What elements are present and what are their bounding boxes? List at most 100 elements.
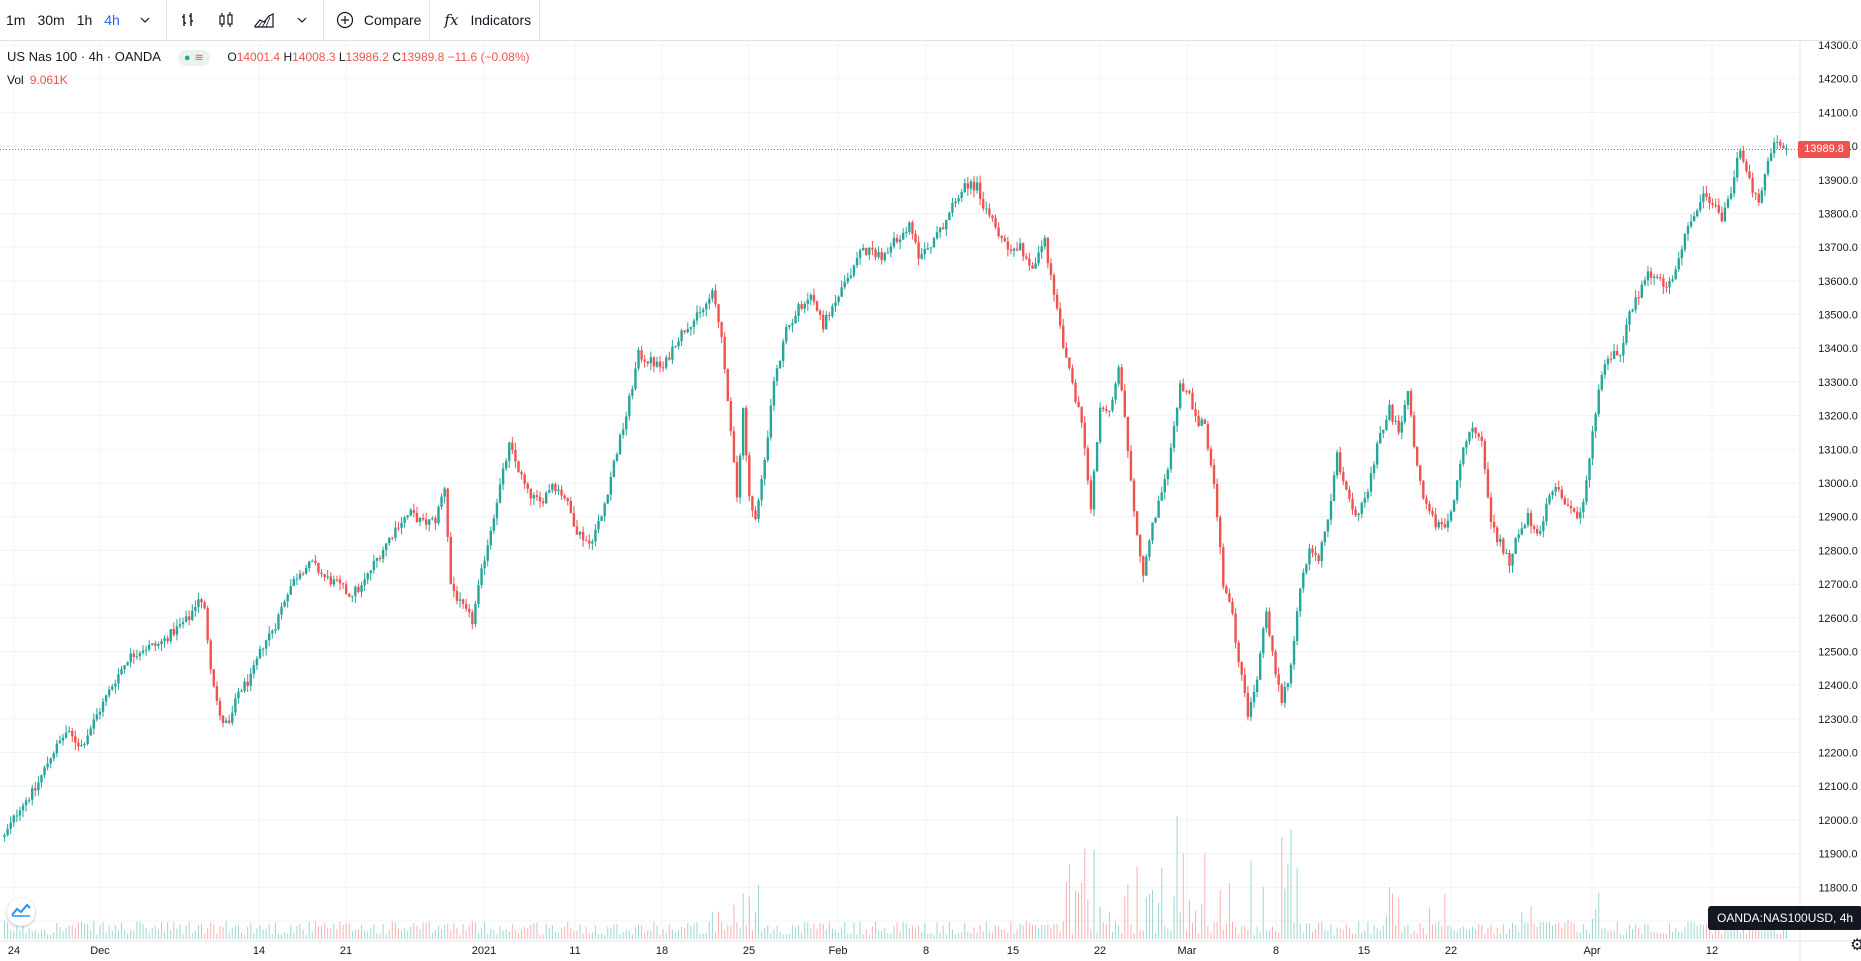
interval-1m[interactable]: 1m <box>6 12 26 28</box>
volume-bar <box>881 930 883 939</box>
candle-body <box>89 728 92 736</box>
interval-4h[interactable]: 4h <box>104 12 120 28</box>
candle-body <box>1449 511 1453 521</box>
volume-bar <box>1388 887 1390 939</box>
candle-body <box>726 369 729 401</box>
volume-bar <box>1044 925 1046 939</box>
legend-symbol[interactable]: US Nas 100 <box>7 49 78 64</box>
candle-body <box>717 304 720 323</box>
volume-bar <box>496 934 498 939</box>
settings-button[interactable]: ⚙ <box>1850 935 1861 955</box>
candle-body <box>1262 628 1265 654</box>
volume-bar <box>1238 934 1240 939</box>
candle-body <box>775 368 779 382</box>
volume-bar <box>191 933 193 939</box>
volume-bar <box>1111 931 1113 939</box>
volume-bar <box>804 921 806 939</box>
bar-style-button[interactable] <box>169 0 207 40</box>
compare-button[interactable]: Compare <box>326 0 428 40</box>
volume-bar <box>391 921 393 939</box>
volume-bar <box>607 926 609 939</box>
candle-body <box>289 585 292 595</box>
candle-body <box>1757 193 1760 203</box>
candle-body <box>1785 147 1788 149</box>
candle-body <box>1517 534 1520 539</box>
indicators-button[interactable]: fx Indicators <box>432 0 537 40</box>
chevron-down-icon <box>289 7 315 33</box>
volume-bar <box>1475 929 1477 939</box>
volume-bar <box>108 925 110 939</box>
volume-bar <box>456 928 458 939</box>
candle-body <box>372 560 376 571</box>
volume-bar <box>1213 921 1215 939</box>
candle-body <box>948 212 951 220</box>
candle-body <box>483 560 486 569</box>
candle-body <box>1409 391 1413 416</box>
candle-body <box>1345 481 1348 490</box>
candle-body <box>520 472 523 475</box>
candle-body <box>1505 552 1508 554</box>
interval-dropdown[interactable] <box>126 0 164 40</box>
chart-style-dropdown[interactable] <box>283 0 321 40</box>
candle-body <box>895 237 899 243</box>
volume-bar <box>1512 922 1514 939</box>
candle-style-button[interactable] <box>207 0 245 40</box>
interval-1h[interactable]: 1h <box>76 12 93 28</box>
volume-bar <box>551 925 553 939</box>
candle-body <box>1489 497 1493 522</box>
candle-body <box>1083 422 1086 449</box>
price-chart[interactable]: 14300.014200.014100.014000.013900.013800… <box>0 41 1861 961</box>
volume-bar <box>441 929 443 939</box>
candle-body <box>701 309 705 313</box>
candle-body <box>594 529 597 542</box>
volume-bar <box>219 926 221 939</box>
interval-30m[interactable]: 30m <box>37 12 65 28</box>
candle-body <box>1332 475 1336 501</box>
candle-body <box>889 246 893 253</box>
volume-bar <box>588 933 590 939</box>
volume-bar <box>1456 931 1458 939</box>
volume-bar <box>481 928 483 939</box>
volume-bar <box>1324 930 1326 939</box>
candle-body <box>585 540 588 542</box>
volume-bar <box>1336 927 1338 939</box>
market-status-badge[interactable]: ● ≋ <box>177 49 210 66</box>
candle-body <box>157 643 160 646</box>
volume-bar <box>1275 930 1277 939</box>
candle-body <box>1108 410 1111 412</box>
volume-bar <box>1099 906 1101 939</box>
candle-body <box>695 312 699 321</box>
area-style-button[interactable] <box>245 0 283 40</box>
candle-body <box>1742 150 1745 162</box>
candle-body <box>40 775 43 783</box>
candle-body <box>581 531 585 541</box>
candle-body <box>1234 613 1237 643</box>
candle-body <box>1012 248 1016 251</box>
volume-bar <box>287 933 289 939</box>
candle-body <box>541 501 545 504</box>
candle-body <box>369 570 372 574</box>
volume-bar <box>1647 924 1649 939</box>
volume-bar <box>401 930 403 939</box>
candle-body <box>1089 480 1093 510</box>
candle-body <box>1656 276 1659 278</box>
volume-bar <box>1487 928 1489 939</box>
candle-body <box>271 630 274 634</box>
candle-body <box>126 662 129 666</box>
candle-body <box>311 560 314 562</box>
candle-body <box>1283 687 1287 703</box>
candle-body <box>1077 401 1080 407</box>
x-tick-label: 12 <box>1706 945 1718 957</box>
volume-bar <box>302 929 304 939</box>
candle-body <box>1615 350 1619 356</box>
volume-bar <box>1287 863 1289 939</box>
candle-body <box>597 520 600 530</box>
volume-bar <box>585 926 587 939</box>
volume-bar <box>964 923 966 939</box>
candle-body <box>1157 500 1160 518</box>
candle-body <box>428 519 431 525</box>
volume-bar <box>705 932 707 939</box>
candle-body <box>1557 486 1560 490</box>
volume-bar <box>1308 923 1310 939</box>
logo-button[interactable] <box>7 898 35 926</box>
